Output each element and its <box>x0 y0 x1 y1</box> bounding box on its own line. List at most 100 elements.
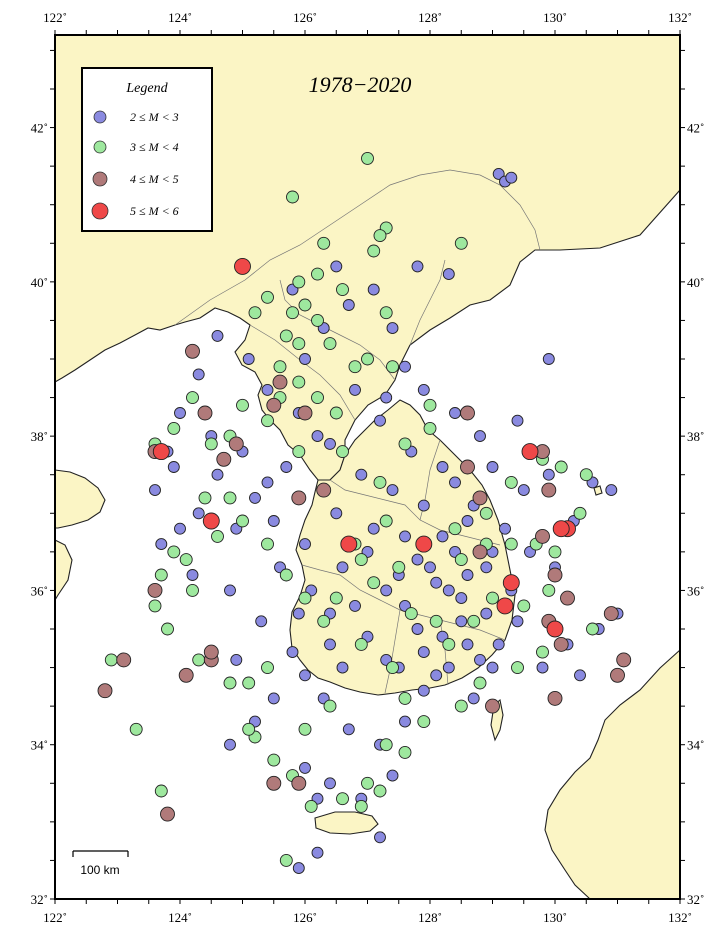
epicenter-dot-2-3 <box>511 414 524 427</box>
epicenter-dot-2-3 <box>261 383 274 396</box>
ulleung-island <box>593 485 603 496</box>
epicenter-dot-4-5 <box>472 490 488 506</box>
legend-label-3: 4 ≤ M < 5 <box>130 172 179 186</box>
epicenter-dot-2-3 <box>417 684 430 697</box>
epicenter-dot-3-4 <box>261 290 274 304</box>
epicenter-dot-2-3 <box>449 476 461 489</box>
epicenter-dot-3-4 <box>211 529 224 543</box>
epicenter-dot-3-4 <box>404 607 418 621</box>
epicenter-dot-3-4 <box>186 583 199 597</box>
map-title: 1978−2020 <box>309 72 412 97</box>
epicenter-dot-3-4 <box>398 437 412 451</box>
latitude-tick-label: 34˚ <box>31 738 48 753</box>
epicenter-dot-3-4 <box>392 560 406 574</box>
epicenter-dot-2-3 <box>499 522 511 535</box>
epicenter-dot-2-3 <box>224 584 236 597</box>
epicenter-dot-3-4 <box>186 391 199 405</box>
epicenter-dot-4-5 <box>472 544 488 560</box>
longitude-labels-bottom: 122˚ 124˚ 126˚ 128˚ 130˚ 132˚ <box>43 910 692 925</box>
legend: Legend 2 ≤ M < 3 3 ≤ M < 4 4 ≤ M < 5 5 ≤… <box>81 67 213 232</box>
epicenter-dot-3-4 <box>292 375 306 389</box>
epicenter-dot-3-4 <box>279 853 293 867</box>
epicenter-dot-3-4 <box>279 329 293 343</box>
epicenter-dot-2-3 <box>292 607 305 620</box>
epicenter-dot-3-4 <box>192 653 206 667</box>
epicenter-dot-3-4 <box>329 406 343 420</box>
epicenter-dot-3-4 <box>248 306 262 320</box>
epicenter-dot-3-4 <box>336 445 349 459</box>
epicenter-dot-2-3 <box>374 414 386 427</box>
epicenter-dot-2-3 <box>417 383 430 396</box>
longitude-tick-label: 128˚ <box>418 910 442 925</box>
epicenter-dot-2-3 <box>411 553 424 566</box>
epicenter-dot-2-3 <box>167 461 180 473</box>
epicenter-dot-4-5 <box>547 690 563 706</box>
epicenter-dot-3-4 <box>292 275 306 289</box>
epicenter-dot-3-4 <box>429 614 443 628</box>
epicenter-dot-2-3 <box>342 299 355 311</box>
epicenter-dot-5-6 <box>546 620 564 638</box>
epicenter-dot-3-4 <box>261 661 274 675</box>
epicenter-dot-3-4 <box>273 360 287 374</box>
epicenter-dot-3-4 <box>311 391 324 405</box>
longitude-tick-label: 126˚ <box>293 910 317 925</box>
epicenter-dot-3-4 <box>104 653 118 667</box>
epicenter-dot-4-5 <box>316 482 332 498</box>
epicenter-dot-3-4 <box>311 313 324 327</box>
epicenter-dot-3-4 <box>586 622 599 636</box>
epicenter-dot-2-3 <box>286 646 299 659</box>
epicenter-dot-3-4 <box>267 753 281 767</box>
scale-bar-label: 100 km <box>80 863 119 877</box>
epicenter-dot-3-4 <box>154 784 168 798</box>
epicenter-dot-2-3 <box>324 777 336 790</box>
latitude-tick-label: 34˚ <box>687 738 704 753</box>
epicenter-dot-2-3 <box>330 507 343 520</box>
japan-kyushu <box>544 648 681 900</box>
epicenter-dot-3-4 <box>361 151 374 165</box>
longitude-tick-label: 124˚ <box>168 10 192 25</box>
epicenter-dot-4-5 <box>272 374 288 390</box>
epicenter-dot-2-3 <box>417 646 430 659</box>
epicenter-dot-4-5 <box>291 775 307 791</box>
epicenter-dot-2-3 <box>480 561 493 574</box>
epicenter-dot-2-3 <box>324 437 336 450</box>
epicenter-dot-3-4 <box>286 190 299 204</box>
epicenter-dot-3-4 <box>336 283 349 297</box>
epicenter-dot-2-3 <box>399 360 411 373</box>
latitude-tick-label: 42˚ <box>31 121 48 136</box>
epicenter-dot-2-3 <box>224 738 236 751</box>
epicenter-dot-3-4 <box>379 738 393 752</box>
epicenter-dot-3-4 <box>386 360 399 374</box>
longitude-tick-label: 132˚ <box>668 10 692 25</box>
epicenter-dot-2-3 <box>436 530 449 543</box>
legend-label-1: 2 ≤ M < 3 <box>130 110 179 124</box>
epicenter-dot-2-3 <box>174 522 186 535</box>
epicenter-dot-4-5 <box>485 698 500 714</box>
epicenter-dot-3-4 <box>204 437 218 451</box>
legend-marker-4 <box>91 202 109 220</box>
epicenter-dot-3-4 <box>479 506 493 520</box>
latitude-tick-label: 36˚ <box>687 583 704 598</box>
epicenter-dot-2-3 <box>174 407 186 419</box>
epicenter-dot-2-3 <box>461 569 474 581</box>
epicenter-dot-3-4 <box>423 398 437 412</box>
epicenter-dot-3-4 <box>317 236 331 250</box>
epicenter-dot-2-3 <box>461 638 474 651</box>
epicenter-dot-2-3 <box>386 769 399 782</box>
epicenter-dot-3-4 <box>367 244 381 258</box>
epicenter-dot-3-4 <box>354 637 368 651</box>
epicenter-dot-4-5 <box>197 405 213 421</box>
epicenter-dot-2-3 <box>536 661 549 674</box>
epicenter-dot-3-4 <box>198 491 212 505</box>
epicenter-dot-2-3 <box>542 353 555 365</box>
jeju-island <box>314 811 379 835</box>
epicenter-dot-3-4 <box>373 784 387 798</box>
epicenter-dot-4-5 <box>203 644 219 660</box>
epicenter-dot-5-6 <box>521 443 539 461</box>
epicenter-dot-3-4 <box>386 661 399 675</box>
epicenter-dot-2-3 <box>192 368 205 381</box>
epicenter-dot-2-3 <box>149 484 161 497</box>
epicenter-dot-4-5 <box>116 652 132 668</box>
epicenter-dot-3-4 <box>379 514 393 528</box>
epicenter-dot-2-3 <box>211 329 224 342</box>
